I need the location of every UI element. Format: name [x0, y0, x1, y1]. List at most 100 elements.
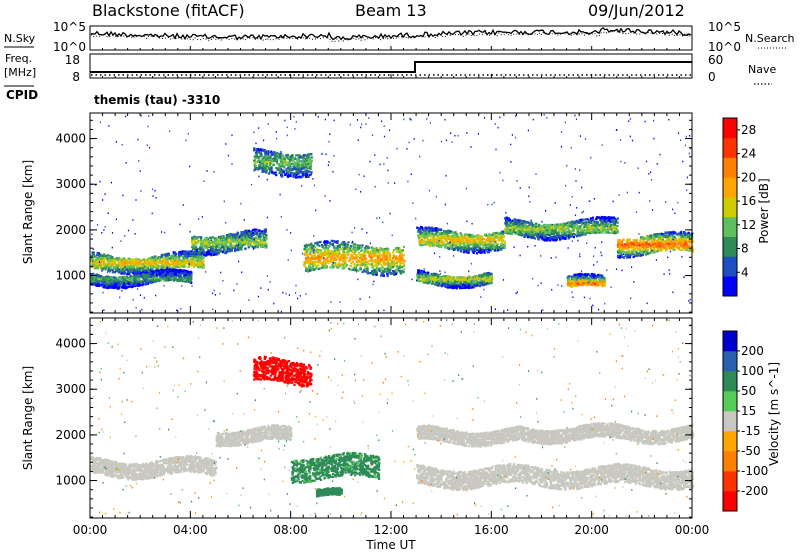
data-cell [99, 260, 102, 263]
data-cell [261, 148, 264, 151]
data-cell [175, 265, 178, 268]
data-cell [426, 235, 429, 238]
data-cell [278, 171, 281, 174]
data-cell [263, 170, 266, 173]
data-cell [237, 240, 240, 243]
data-cell [215, 251, 218, 254]
cpid-value: themis (tau) -3310 [94, 93, 220, 107]
data-cell [191, 261, 194, 264]
data-cell [133, 265, 136, 268]
data-cell [149, 261, 152, 264]
data-cell [270, 169, 273, 172]
data-cell [268, 164, 272, 167]
data-cell [162, 257, 165, 261]
data-cell [223, 246, 226, 249]
data-cell [304, 171, 307, 174]
data-cell [210, 239, 213, 242]
data-cell [462, 238, 465, 241]
data-cell [386, 260, 389, 263]
data-cell [94, 278, 97, 281]
data-cell [122, 263, 125, 267]
data-cell [441, 231, 444, 234]
data-cell [159, 259, 162, 262]
data-cell [353, 263, 356, 266]
data-cell [297, 176, 300, 179]
data-cell [289, 155, 293, 158]
data-cell [471, 241, 474, 244]
data-cell [120, 259, 124, 262]
data-cell [138, 263, 141, 266]
data-cell [191, 243, 194, 246]
data-cell [236, 247, 239, 250]
data-cell [300, 167, 303, 170]
data-cell [180, 269, 183, 272]
data-cell [381, 249, 384, 252]
data-cell [190, 258, 193, 261]
data-cell [234, 244, 237, 247]
data-cell [308, 260, 311, 263]
data-cell [286, 164, 289, 167]
data-cell [260, 152, 263, 155]
data-cell [298, 169, 301, 172]
data-cell [220, 237, 223, 240]
data-cell [265, 237, 268, 240]
data-cell [95, 283, 98, 286]
data-cell [223, 251, 226, 254]
data-cell [171, 259, 174, 262]
data-cell [298, 154, 301, 157]
data-cell [123, 262, 126, 265]
data-cell [156, 258, 159, 262]
data-cell [292, 173, 295, 176]
data-cell [157, 264, 160, 267]
data-cell [456, 238, 460, 241]
data-cell [266, 155, 269, 158]
data-cell [260, 245, 263, 248]
data-cell [98, 266, 101, 269]
data-cell [402, 245, 405, 249]
data-cell [366, 268, 369, 271]
data-cell [92, 261, 95, 264]
data-cell [90, 275, 93, 278]
data-cell [167, 273, 170, 276]
data-cell [254, 229, 257, 232]
data-cell [168, 265, 171, 268]
data-cell [203, 244, 206, 247]
data-cell [190, 273, 193, 276]
data-cell [101, 277, 104, 280]
data-cell [309, 248, 312, 251]
data-cell [300, 170, 303, 173]
data-cell [192, 264, 195, 267]
data-cell [158, 279, 161, 282]
data-cell [308, 153, 311, 156]
data-cell [142, 263, 145, 266]
data-cell [290, 171, 293, 174]
data-cell [343, 267, 346, 270]
data-cell [437, 244, 440, 247]
data-cell [336, 255, 339, 258]
data-cell [112, 286, 115, 289]
data-cell [159, 256, 162, 259]
data-cell [237, 245, 240, 248]
data-cell [186, 278, 189, 281]
data-cell [129, 277, 132, 280]
data-cell [402, 271, 405, 274]
data-cell [485, 238, 488, 241]
data-cell [117, 277, 120, 280]
data-cell [288, 159, 291, 162]
data-cell [106, 258, 109, 261]
data-cell [293, 174, 297, 177]
data-cell [296, 172, 299, 175]
data-cell [154, 259, 157, 262]
data-cell [199, 262, 202, 265]
data-cell [217, 238, 220, 241]
data-cell [103, 257, 106, 260]
data-cell [488, 235, 491, 238]
data-cell [155, 274, 158, 277]
data-cell [186, 258, 189, 261]
data-cell [235, 233, 238, 236]
data-cell [240, 245, 243, 248]
data-cell [197, 259, 200, 262]
data-cell [139, 261, 142, 264]
data-cell [135, 275, 138, 278]
freq-label-line2: [MHz] [4, 66, 36, 79]
